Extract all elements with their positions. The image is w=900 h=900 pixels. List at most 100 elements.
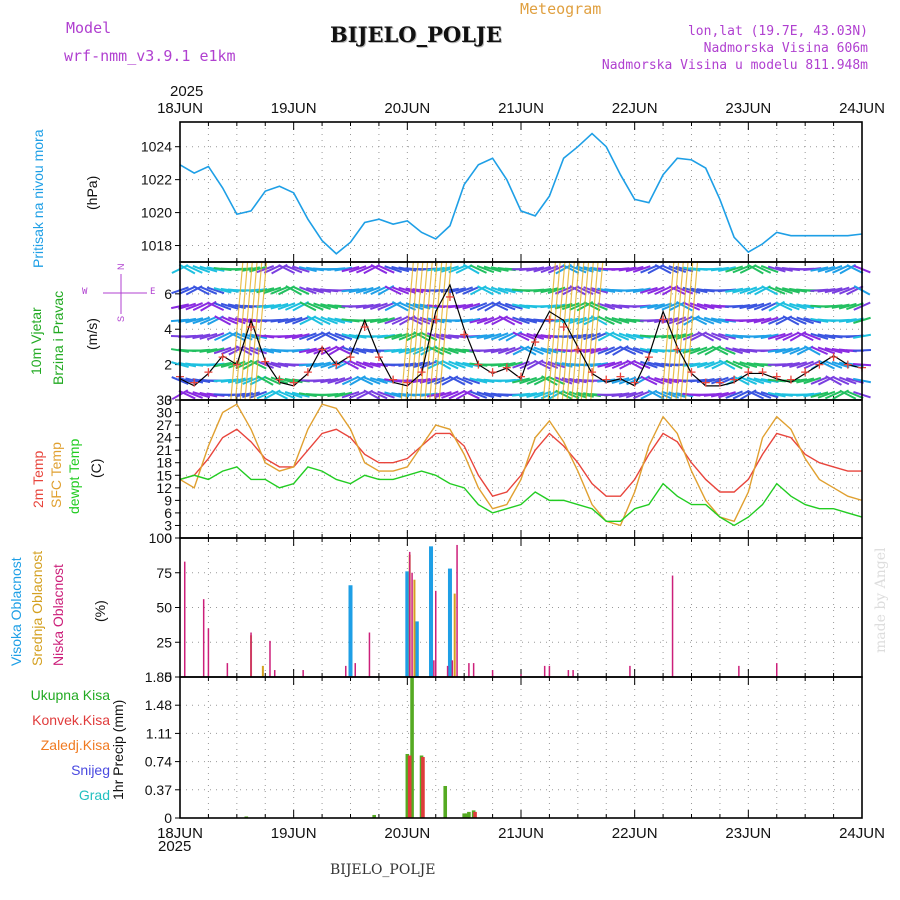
wind-arrow [341,333,360,340]
model-name: wrf-nmm_v3.9.1 e1km [64,47,236,65]
wind-arrow [710,266,729,272]
wind-arrow [299,286,317,295]
wind-gust-point [801,368,810,377]
wind-arrow [796,316,815,325]
wind-arrow [391,265,410,273]
wind-arrow [299,301,317,312]
wind-arrow [697,345,715,356]
wind-arrow [597,315,615,326]
wind-arrow [618,332,637,341]
wind-arrow [782,302,800,311]
wind-arrow [817,346,836,355]
x-tick-label-top: 22JUN [612,100,658,117]
wind-arrow [647,389,665,400]
wind-arrow [448,264,466,274]
wind-arrow [753,390,772,399]
wind-arrow [455,264,473,274]
wind-arrow [185,390,203,399]
wind-arrow [298,266,317,273]
cloud-bar-2 [776,663,778,677]
wind-arrow [434,346,452,355]
precip-bar-0 [372,814,376,818]
wind-arrow [320,316,338,325]
wind-arrow [348,287,367,294]
cloud-bar-2 [411,572,413,677]
wind-arrow [420,331,438,341]
wind-arrow [760,333,779,340]
cloud-bar-2 [468,663,470,677]
wind-arrow [192,285,210,296]
wind-arrow [348,265,367,273]
x-tick-label-bottom: 19JUN [271,825,317,842]
panel-frame [179,676,863,819]
wind-arrow [803,345,821,356]
wind-arrow [548,389,565,400]
wind-arrow [683,315,700,326]
wind-arrow [739,303,758,310]
wind-arrow [782,331,800,342]
wind-arrow [185,264,203,274]
wind-arrow [512,345,530,356]
wind-arrow [284,333,303,339]
wind-arrow [618,266,637,272]
wind-gust-point [374,353,383,362]
wind-arrow [689,346,708,355]
wind-arrow [185,302,203,311]
wind-arrow [398,286,417,294]
x-tick-label-bottom: 22JUN [612,825,658,842]
wind-arrow [625,265,644,273]
wind-gust-point [190,378,199,387]
wind-arrow [832,264,850,274]
wind-strong-mark [675,261,689,401]
wind-arrow [355,286,374,294]
wind-strong-mark [547,261,561,401]
x-tick-label-bottom: 20JUN [384,825,430,842]
wind-gust-point [517,372,525,381]
wind-arrow [732,389,750,400]
wind-arrow [775,332,793,341]
wind-arrow [370,302,388,310]
cloud-bar-2 [567,670,570,677]
panel-frame [179,121,863,263]
wind-arrow [448,360,466,369]
wind-arrow [761,285,779,296]
wind-arrow [278,285,296,296]
wind-arrow [796,345,814,356]
cloud-bar-0 [348,585,353,677]
wind-arrow [483,265,502,273]
wind-arrow [398,362,417,367]
wind-gust-point [701,378,710,387]
precip-legend-total: Ukupna Kisa [30,687,110,703]
wind-arrow [363,389,381,400]
wind-arrow [526,332,545,340]
wind-arrow [306,331,324,341]
y-tick-label: 0 [164,392,172,408]
wind-arrow [192,301,210,312]
wind-arrow [633,375,651,386]
wind-arrow [213,361,232,368]
wind-strong-mark [552,261,566,401]
wind-strong-mark [575,261,590,401]
wind-arrow [725,265,744,273]
wind-arrow [760,264,779,274]
wind-arrow [817,359,835,370]
wind-arrow [746,302,765,310]
wind-arrow [348,390,367,400]
wind-arrow [313,361,332,368]
precip-bar-1 [473,811,477,818]
wind-arrow [355,360,374,369]
wind-arrow [654,285,672,296]
y-tick-label: 18 [156,455,172,471]
cloud-bar-2 [456,544,458,677]
wind-arrow [810,391,829,398]
cloud-bar-2 [435,590,437,677]
wind-gust-point [673,345,682,354]
wind-arrow [561,377,580,384]
wind-arrow [462,317,481,323]
wind-arrow [249,265,268,273]
wind-arrow [711,359,729,370]
wind-arrow [349,375,366,386]
wind-arrow [377,264,395,274]
wind-arrow [341,390,360,399]
wind-arrow [633,360,651,370]
